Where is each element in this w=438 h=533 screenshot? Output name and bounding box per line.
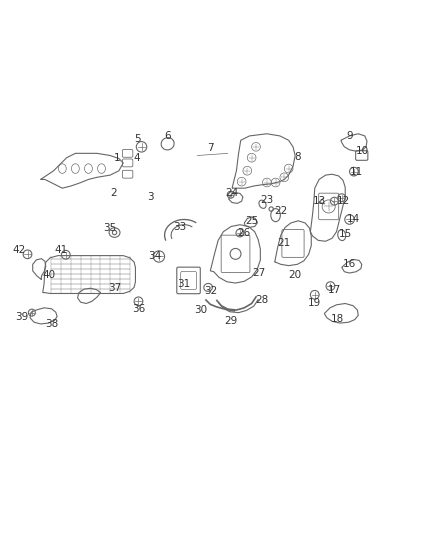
Text: 20: 20 (289, 270, 302, 280)
Text: 31: 31 (177, 279, 191, 289)
Text: 29: 29 (224, 316, 237, 326)
Text: 38: 38 (45, 319, 59, 329)
Text: 37: 37 (108, 283, 121, 293)
Text: 11: 11 (350, 167, 363, 176)
Text: 41: 41 (55, 245, 68, 255)
Text: 35: 35 (103, 223, 117, 233)
Text: 27: 27 (252, 268, 266, 278)
Text: 14: 14 (347, 214, 360, 224)
Text: 21: 21 (278, 238, 291, 247)
Text: 3: 3 (147, 192, 154, 202)
Text: 18: 18 (331, 314, 344, 324)
Text: 32: 32 (205, 286, 218, 296)
Text: 15: 15 (339, 229, 352, 239)
Text: 30: 30 (194, 305, 207, 315)
Text: 28: 28 (255, 295, 268, 305)
Text: 8: 8 (294, 152, 300, 162)
Text: 16: 16 (343, 259, 356, 269)
Text: 22: 22 (274, 206, 287, 216)
Text: 17: 17 (328, 285, 341, 295)
Text: 12: 12 (336, 196, 350, 206)
Text: 36: 36 (132, 304, 145, 314)
Text: 25: 25 (245, 216, 258, 226)
Text: 26: 26 (238, 228, 251, 238)
Text: 5: 5 (134, 134, 141, 144)
Text: 42: 42 (12, 245, 25, 255)
Text: 4: 4 (133, 152, 140, 163)
Text: 33: 33 (173, 222, 187, 232)
Text: 2: 2 (110, 188, 117, 198)
Text: 13: 13 (312, 196, 326, 206)
Text: 39: 39 (16, 312, 29, 321)
Text: 23: 23 (260, 195, 273, 205)
Text: 24: 24 (226, 188, 239, 198)
Text: 40: 40 (42, 270, 56, 280)
Text: 6: 6 (164, 131, 171, 141)
Text: 34: 34 (148, 251, 161, 261)
Text: 19: 19 (308, 297, 321, 308)
Text: 9: 9 (346, 131, 353, 141)
Text: 10: 10 (356, 146, 369, 156)
Text: 7: 7 (207, 143, 214, 153)
Text: 1: 1 (113, 152, 120, 163)
